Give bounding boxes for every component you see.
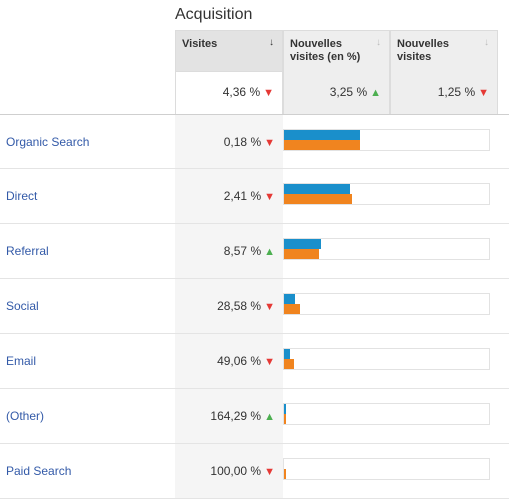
table-row: Paid Search 100,00 % ▼ [0,444,509,499]
bar-chart-cell [283,458,490,480]
bar-chart-cell [283,348,490,370]
trend-down-icon: ▼ [478,87,489,99]
trend-down-icon: ▼ [264,356,275,368]
bar-chart-cell [283,238,490,260]
column-header-visits[interactable]: Visites ↓ 4,36 % ▼ [175,30,283,114]
column-header-new-visits[interactable]: Nouvelles visites ↓ 1,25 % ▼ [390,30,498,114]
visits-change-value: 28,58 % ▼ [175,299,275,313]
trend-down-icon: ▼ [264,191,275,203]
trend-down-icon: ▼ [263,87,274,99]
new-visits-pct-bar [284,184,350,194]
channel-link[interactable]: Email [6,354,37,368]
visits-change-text: 49,06 % [217,354,262,368]
trend-down-icon: ▼ [264,466,275,478]
channel-link[interactable]: Referral [6,244,49,258]
bar-chart-cell [283,403,490,425]
new-visits-pct-bar [284,404,286,414]
trend-down-icon: ▼ [264,137,275,149]
new-visits-bar [284,414,286,424]
visits-change-value: 164,29 % ▲ [175,409,275,423]
new-visits-bar [284,469,286,479]
visits-change-value: 2,41 % ▼ [175,189,275,203]
total-cell-visits [176,71,282,114]
trend-up-icon: ▲ [264,411,275,423]
section-title: Acquisition [175,6,253,23]
channel-link[interactable]: Direct [6,189,38,203]
column-header-label: Visites [182,38,218,50]
visits-change-text: 8,57 % [223,244,262,258]
column-header-new-visits-pct[interactable]: Nouvelles visites (en %) ↓ 3,25 % ▲ [283,30,390,114]
column-header-label: Nouvelles visites (en %) [290,38,361,63]
visits-change-text: 164,29 % [210,409,262,423]
new-visits-pct-bar [284,294,295,304]
value-cell [175,224,283,278]
visits-change-text: 0,18 % [223,135,262,149]
visits-change-value: 0,18 % ▼ [175,135,275,149]
channel-link[interactable]: (Other) [6,409,45,423]
visits-change-value: 100,00 % ▼ [175,464,275,478]
visits-change-value: 49,06 % ▼ [175,354,275,368]
total-value-new-visits-pct: 3,25 % ▲ [329,85,381,99]
new-visits-pct-bar [284,239,321,249]
sort-arrow-icon[interactable]: ↓ [376,37,381,48]
value-cell [175,115,283,168]
table-row: (Other) 164,29 % ▲ [0,389,509,444]
bar-chart-cell [283,293,490,315]
visits-change-text: 100,00 % [210,464,262,478]
total-value-visits: 4,36 % ▼ [222,85,274,99]
visits-change-text: 28,58 % [217,299,262,313]
table-row: Referral 8,57 % ▲ [0,224,509,279]
bar-chart-cell [283,183,490,205]
value-cell [175,334,283,388]
new-visits-bar [284,359,294,369]
sort-arrow-icon[interactable]: ↓ [269,37,274,48]
column-header-label: Nouvelles visites [397,38,449,63]
trend-down-icon: ▼ [264,301,275,313]
trend-up-icon: ▲ [264,246,275,258]
total-value-new-visits: 1,25 % ▼ [437,85,489,99]
table-row: Social 28,58 % ▼ [0,279,509,334]
sort-arrow-icon[interactable]: ↓ [484,37,489,48]
bar-chart-cell [283,129,490,151]
new-visits-bar [284,304,300,314]
value-cell [175,279,283,333]
table-row: Direct 2,41 % ▼ [0,169,509,224]
new-visits-pct-bar [284,130,360,140]
visits-change-value: 8,57 % ▲ [175,244,275,258]
new-visits-bar [284,249,319,259]
trend-up-icon: ▲ [370,87,381,99]
visits-change-text: 2,41 % [223,189,262,203]
channel-link[interactable]: Social [6,299,39,313]
new-visits-bar [284,140,360,150]
new-visits-pct-bar [284,349,290,359]
new-visits-bar [284,194,352,204]
value-cell [175,169,283,223]
channel-link[interactable]: Organic Search [6,135,90,149]
channel-link[interactable]: Paid Search [6,464,72,478]
table-row: Organic Search 0,18 % ▼ [0,114,509,169]
value-cell [175,389,283,443]
table-row: Email 49,06 % ▼ [0,334,509,389]
